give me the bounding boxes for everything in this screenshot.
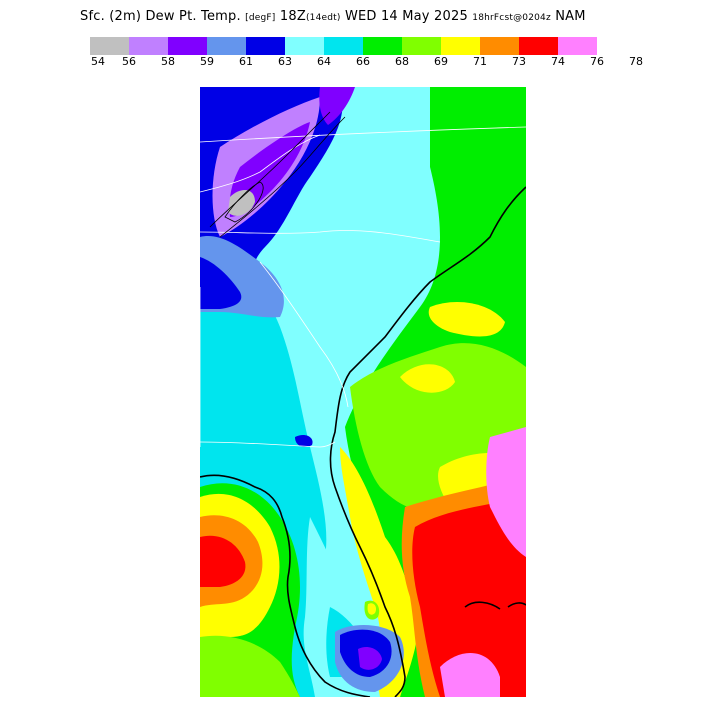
contour-2 <box>219 116 346 238</box>
state-border-nc-tn <box>200 134 321 193</box>
field-florida-lake-core <box>367 603 377 615</box>
title-valid: 18Z <box>279 9 306 24</box>
field-blue-west <box>200 257 242 309</box>
field-pink <box>486 427 526 557</box>
legend-swatch <box>90 37 129 55</box>
legend-tick-label: 71 <box>473 55 487 68</box>
field-yellow-offshore-2 <box>400 364 455 393</box>
legend-swatch <box>246 37 285 55</box>
legend-tick-label: 63 <box>278 55 292 68</box>
legend-tick-label: 58 <box>161 55 175 68</box>
legend-tick-label: 73 <box>512 55 526 68</box>
legend-swatch <box>558 37 597 55</box>
chart-title: Sfc. (2m) Dew Pt. Temp. [degF] 18Z(14edt… <box>0 9 726 24</box>
dewpoint-map <box>200 87 526 697</box>
legend-tick-label: 61 <box>239 55 253 68</box>
legend-tick-label: 78 <box>629 55 643 68</box>
field-florida-purple <box>358 647 382 670</box>
field-red-gulf <box>200 535 246 587</box>
field-gray-nw <box>228 190 255 216</box>
state-border-sc-ga <box>259 261 349 408</box>
contour-3 <box>224 181 264 223</box>
legend-tick-label: 66 <box>356 55 370 68</box>
field-lime-gulf <box>200 635 300 697</box>
legend-swatch <box>441 37 480 55</box>
title-day: WED 14 May 2025 <box>344 9 468 24</box>
field-blue-coast <box>295 434 313 447</box>
legend-tick-label: 56 <box>122 55 136 68</box>
legend-tick-label: 59 <box>200 55 214 68</box>
state-border-nc-sc <box>200 230 441 243</box>
title-main: Sfc. (2m) Dew Pt. Temp. <box>80 9 241 24</box>
keys-coast <box>464 601 526 610</box>
legend-swatch <box>168 37 207 55</box>
legend-swatch <box>402 37 441 55</box>
coastline <box>329 186 526 697</box>
legend-swatch <box>324 37 363 55</box>
legend-tick-label: 68 <box>395 55 409 68</box>
legend-tick-label: 74 <box>551 55 565 68</box>
legend-tick-label: 54 <box>91 55 105 68</box>
legend-swatch <box>129 37 168 55</box>
state-border-va-nc <box>200 126 526 143</box>
legend-tick-label: 69 <box>434 55 448 68</box>
field-red <box>412 502 526 697</box>
title-forecast: 18hrFcst@0204z <box>472 13 551 23</box>
field-purple-n <box>319 87 355 125</box>
title-unit: [degF] <box>245 13 276 23</box>
legend-swatch <box>480 37 519 55</box>
coastline-gulf <box>200 474 371 697</box>
legend-swatch <box>363 37 402 55</box>
legend-swatch <box>519 37 558 55</box>
legend-swatch <box>207 37 246 55</box>
field-yellow-offshore <box>428 302 505 337</box>
title-valid-local: (14edt) <box>305 13 341 23</box>
legend-tick-label: 64 <box>317 55 331 68</box>
field-yellow-coast <box>340 447 419 697</box>
title-model: NAM <box>555 9 586 24</box>
legend-tick-label: 76 <box>590 55 604 68</box>
contour-1 <box>209 111 331 228</box>
field-pink-south <box>440 653 500 697</box>
legend-swatch <box>285 37 324 55</box>
state-border-ga-fl <box>200 441 336 448</box>
